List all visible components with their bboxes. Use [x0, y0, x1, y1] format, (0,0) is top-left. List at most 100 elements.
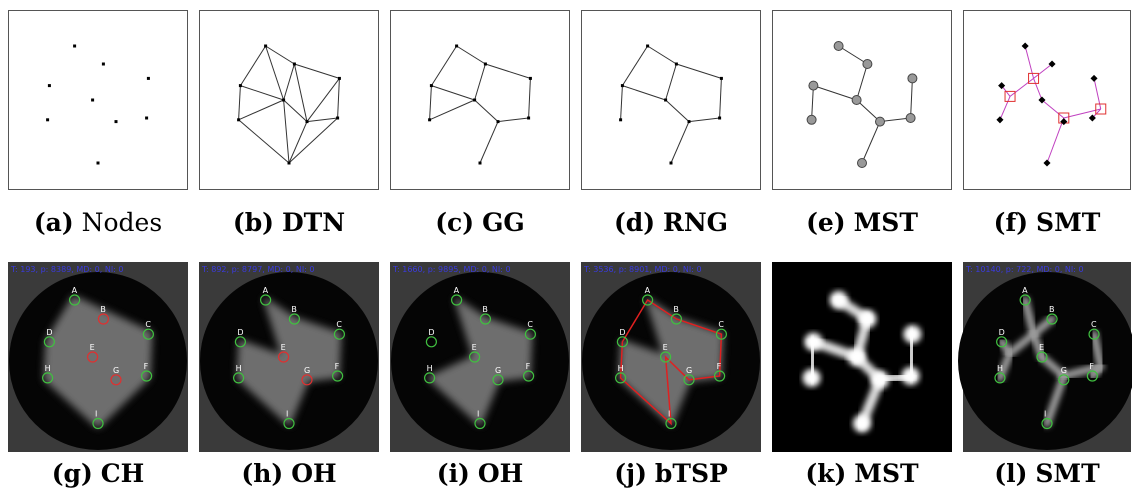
node — [908, 74, 917, 83]
node-label: B — [291, 305, 297, 314]
node-label: A — [1022, 286, 1028, 295]
caption: (b) DTN — [233, 208, 345, 237]
node-label: C — [718, 320, 724, 329]
node — [473, 99, 476, 102]
node-label: D — [428, 328, 434, 337]
caption: (i) OH — [437, 459, 524, 488]
node-label: H — [427, 364, 433, 373]
node — [239, 84, 242, 87]
panel: (f) SMT — [964, 11, 1131, 237]
node — [675, 63, 678, 66]
node-label: A — [72, 286, 78, 295]
caption: (h) OH — [241, 459, 336, 488]
caption-name: CH — [101, 459, 145, 488]
node-label: C — [145, 320, 151, 329]
node-label: E — [90, 343, 95, 352]
caption: (g) CH — [52, 459, 145, 488]
node-label: C — [1091, 320, 1097, 329]
node — [338, 77, 341, 80]
node-label: I — [668, 410, 670, 419]
blob-node — [902, 367, 920, 385]
caption-name: Nodes — [82, 208, 163, 237]
node-label: E — [663, 343, 668, 352]
node — [97, 162, 100, 165]
node-label: B — [482, 305, 488, 314]
node-label: H — [997, 364, 1003, 373]
node-label: D — [237, 328, 243, 337]
node — [809, 81, 818, 90]
node-label: F — [335, 362, 340, 371]
node-label: I — [1044, 410, 1046, 419]
caption-label: (b) — [233, 208, 274, 237]
node — [282, 99, 285, 102]
blob-node — [858, 310, 876, 328]
figure: (a) Nodes(b) DTN(c) GG(d) RNG(e) MST(f) … — [0, 0, 1132, 496]
node-label: I — [286, 410, 288, 419]
node — [646, 45, 649, 48]
node — [718, 117, 721, 120]
node-label: D — [619, 328, 625, 337]
caption-name: RNG — [663, 208, 728, 237]
node-label: D — [999, 328, 1005, 337]
node-label: I — [95, 410, 97, 419]
node-label: B — [100, 305, 106, 314]
node — [336, 117, 339, 120]
caption-label: (j) — [614, 459, 647, 488]
node — [91, 99, 94, 102]
status-text: T: 1660, p: 9895, MD: 0, NI: 0 — [392, 265, 511, 274]
blob-node — [903, 325, 921, 343]
caption: (d) RNG — [614, 208, 728, 237]
node — [670, 162, 673, 165]
status-text: T: 3536, p: 8901, MD: 0, NI: 0 — [583, 265, 702, 274]
node — [430, 84, 433, 87]
caption-label: (g) — [52, 459, 93, 488]
panel: (k) MST — [772, 262, 952, 488]
panel: (e) MST — [773, 11, 952, 237]
node — [527, 117, 530, 120]
panel: (b) DTN — [200, 11, 379, 237]
caption-name: SMT — [1036, 208, 1101, 237]
node-label: E — [281, 343, 286, 352]
panel: (a) Nodes — [9, 11, 188, 237]
caption-label: (f) — [994, 208, 1028, 237]
node — [720, 77, 723, 80]
blob-node — [804, 333, 822, 351]
node-label: G — [113, 366, 119, 375]
node — [834, 42, 843, 51]
node — [906, 114, 915, 123]
node-label: C — [527, 320, 533, 329]
caption: (j) bTSP — [614, 459, 728, 488]
caption-label: (d) — [614, 208, 655, 237]
panel: ABCDEFGHIT: 10140, p: 722, MD: 0, NI: 0(… — [958, 262, 1132, 488]
node — [619, 118, 622, 121]
blob-node — [848, 348, 866, 366]
node-label: G — [686, 366, 692, 375]
node — [852, 96, 861, 105]
node — [428, 118, 431, 121]
node — [479, 162, 482, 165]
caption: (k) MST — [805, 459, 919, 488]
node — [145, 117, 148, 120]
node — [455, 45, 458, 48]
caption-name: bTSP — [655, 459, 728, 488]
node-label: G — [304, 366, 310, 375]
caption-name: MST — [854, 459, 919, 488]
caption-label: (i) — [437, 459, 470, 488]
node — [863, 60, 872, 69]
caption-label: (h) — [241, 459, 283, 488]
node-label: I — [477, 410, 479, 419]
caption-label: (e) — [806, 208, 846, 237]
caption: (c) GG — [435, 208, 525, 237]
caption-name: SMT — [1035, 459, 1100, 488]
blob-node — [853, 415, 871, 433]
node — [102, 63, 105, 66]
caption-label: (a) — [34, 208, 74, 237]
node — [529, 77, 532, 80]
node-label: F — [1089, 362, 1094, 371]
caption-label: (c) — [435, 208, 474, 237]
node — [293, 63, 296, 66]
node-label: E — [1039, 343, 1044, 352]
node — [807, 115, 816, 124]
